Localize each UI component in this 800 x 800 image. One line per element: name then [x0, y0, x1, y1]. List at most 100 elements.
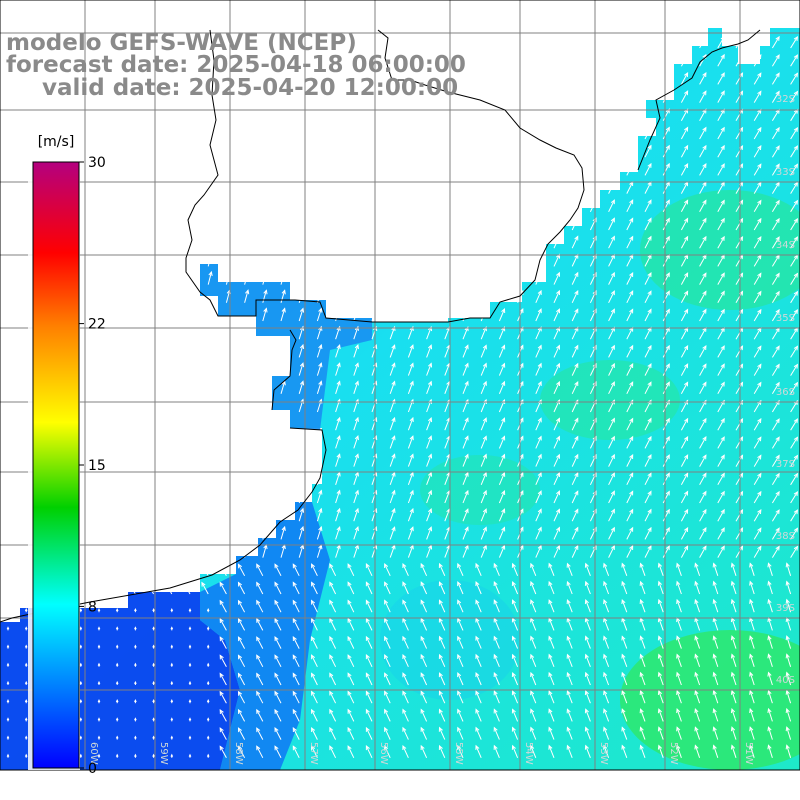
wind-arrow	[420, 708, 428, 722]
wind-arrow	[438, 635, 446, 649]
wind-arrow	[694, 689, 701, 704]
model-title: modelo GEFS-WAVE (NCEP)	[6, 30, 357, 56]
wind-arrow	[6, 717, 10, 722]
wind-arrow	[389, 325, 396, 340]
wind-arrow	[170, 699, 174, 704]
wind-arrow	[662, 417, 670, 431]
wind-arrow	[280, 307, 286, 322]
wind-arrow	[274, 654, 282, 668]
wind-arrow	[475, 562, 482, 576]
wind-arrow	[292, 635, 300, 649]
wind-arrow	[475, 690, 482, 704]
wind-arrow	[571, 544, 579, 558]
wind-arrow	[571, 217, 579, 231]
wind-arrow	[535, 508, 542, 522]
wind-arrow	[329, 726, 337, 740]
wind-arrow	[79, 626, 83, 631]
wind-arrow	[134, 662, 137, 667]
wind-arrow	[717, 272, 725, 285]
wind-arrow	[256, 581, 264, 595]
wind-arrow	[657, 562, 664, 576]
latitude-label: 34S	[776, 240, 795, 251]
wind-arrow	[115, 735, 119, 740]
wind-arrow	[699, 272, 707, 285]
wind-arrow	[639, 580, 646, 595]
wind-arrow	[584, 599, 591, 613]
wind-arrow	[97, 680, 101, 685]
wind-arrow	[680, 435, 689, 449]
wind-arrow	[335, 434, 341, 449]
wind-arrow	[676, 653, 682, 667]
wind-arrow	[548, 708, 555, 722]
wind-arrow	[603, 598, 610, 613]
wind-arrow	[767, 598, 773, 613]
wind-arrow	[608, 362, 615, 376]
wind-arrow	[584, 635, 591, 649]
wind-arrow	[134, 608, 137, 613]
wind-arrow	[480, 326, 487, 340]
wind-arrow	[79, 717, 83, 722]
wind-arrow	[753, 345, 762, 358]
wind-arrow	[790, 272, 799, 285]
wind-arrow	[621, 726, 628, 740]
wind-arrow	[712, 653, 719, 667]
wind-arrow	[219, 617, 227, 631]
wind-arrow	[676, 562, 682, 576]
wind-arrow	[152, 662, 155, 667]
wind-arrow	[571, 471, 579, 486]
wind-arrow	[584, 562, 591, 576]
wind-arrow	[329, 690, 337, 704]
wind-arrow	[280, 271, 286, 285]
wind-arrow	[680, 272, 689, 285]
wind-arrow	[402, 653, 409, 668]
wind-arrow	[530, 726, 537, 740]
wind-arrow	[608, 235, 615, 249]
wind-arrow	[644, 308, 652, 322]
wind-arrow	[753, 72, 762, 85]
wind-arrow	[639, 653, 646, 667]
wind-arrow	[462, 508, 469, 522]
wind-arrow	[480, 453, 487, 467]
wind-arrow	[571, 380, 579, 395]
wind-arrow	[152, 735, 155, 740]
wind-arrow	[608, 217, 615, 231]
wind-arrow	[553, 271, 560, 285]
wind-arrow	[462, 344, 469, 358]
wind-arrow	[480, 435, 487, 449]
wind-arrow	[353, 489, 359, 504]
wind-arrow	[347, 635, 355, 649]
wind-arrow	[694, 635, 701, 649]
longitude-label: 52W	[668, 742, 679, 765]
wind-arrow	[219, 654, 227, 668]
wind-arrow	[274, 727, 282, 740]
longitude-label: 57W	[308, 742, 319, 765]
wind-arrow	[767, 707, 773, 722]
wind-arrow	[274, 708, 282, 722]
wind-arrow	[749, 635, 755, 649]
wind-arrow	[644, 199, 652, 213]
wind-arrow	[115, 644, 119, 649]
wind-arrow	[79, 608, 83, 613]
wind-arrow	[298, 307, 305, 322]
wind-arrow	[662, 435, 670, 449]
wind-arrow	[644, 235, 652, 249]
wind-arrow	[335, 507, 341, 522]
wind-arrow	[603, 726, 610, 740]
wind-arrow	[571, 271, 579, 285]
colorbar-gradient	[32, 161, 80, 769]
wind-arrow	[407, 344, 414, 358]
wind-arrow	[535, 490, 542, 504]
wind-arrow	[626, 544, 634, 558]
wind-arrow	[280, 507, 286, 522]
wind-arrow	[790, 145, 799, 158]
wind-arrow	[771, 72, 780, 85]
colorbar-tick-label: 15	[88, 458, 106, 474]
wind-arrow	[426, 471, 433, 485]
wind-arrow	[97, 626, 101, 631]
wind-arrow	[535, 435, 542, 449]
wind-arrow	[347, 708, 355, 722]
wind-arrow	[680, 126, 689, 140]
wind-arrow	[262, 270, 268, 285]
wind-arrow	[676, 689, 682, 704]
wind-arrow	[626, 526, 634, 540]
